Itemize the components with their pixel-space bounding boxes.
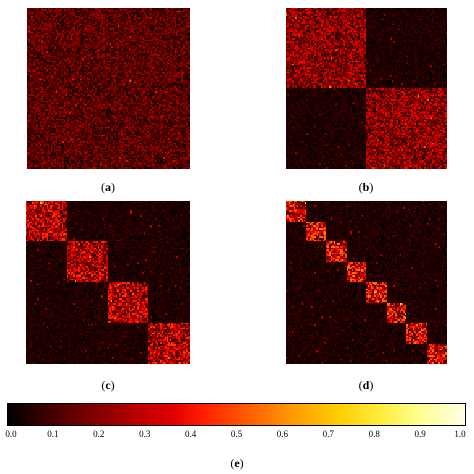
colorbar-tick-label: 0.9 [414,429,426,439]
colorbar-tick-label: 0.7 [322,429,334,439]
caption-a: (a) [101,180,115,194]
colorbar-tick-label: 0.1 [47,429,59,439]
colorbar-tick-label: 0.8 [368,429,380,439]
heatmap-panel-d [286,201,447,364]
heatmap-a [27,8,190,169]
caption-d-letter: d [362,378,370,392]
heatmap-panel-a [27,8,190,169]
colorbar [7,403,466,426]
colorbar-tick-label: 0.0 [5,429,17,439]
heatmap-d [286,201,447,364]
caption-b: (b) [358,180,374,194]
heatmap-panel-b [286,8,447,169]
caption-c-letter: c [105,378,111,392]
caption-a-letter: a [105,180,111,194]
caption-e: (e) [230,456,244,470]
colorbar-tick-label: 0.6 [276,429,289,439]
caption-c: (c) [101,378,115,392]
heatmap-panel-c [26,201,190,364]
heatmap-b [286,8,447,169]
colorbar-tick-label: 0.2 [93,429,105,439]
heatmap-c [26,201,190,364]
colorbar-tick-label: 0.4 [184,429,197,439]
caption-e-letter: e [234,456,240,470]
colorbar-tick-label: 0.3 [139,429,151,439]
caption-b-letter: b [362,180,370,194]
colorbar-tick-label: 1.0 [454,429,466,439]
caption-d: (d) [358,378,374,392]
colorbar-tick-label: 0.5 [230,429,243,439]
